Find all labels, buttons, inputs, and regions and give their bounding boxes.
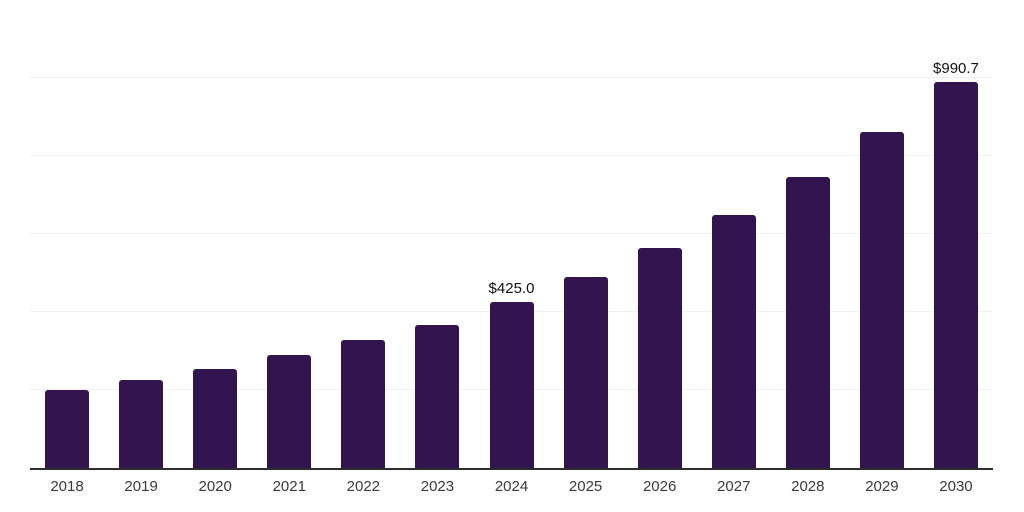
bar-band	[400, 0, 474, 468]
x-tick-label: 2028	[791, 478, 825, 495]
x-tick-label: 2019	[124, 478, 158, 495]
bar-value-label-2030: $990.7	[933, 59, 979, 77]
x-tick-label: 2022	[346, 478, 381, 495]
bar-2026	[637, 248, 682, 468]
bar-band	[623, 0, 697, 468]
bar-2019	[119, 380, 164, 468]
x-tick-label: 2030	[939, 478, 973, 495]
x-tick-label: 2026	[642, 478, 677, 495]
x-tick-label: 2025	[568, 478, 603, 495]
bar-band	[549, 0, 623, 468]
bar-band	[104, 0, 178, 468]
bar-2023	[415, 324, 460, 468]
bar-2030	[933, 81, 978, 468]
x-tick-label: 2021	[272, 478, 306, 495]
gridline	[30, 233, 993, 234]
bar-2020	[193, 368, 238, 468]
bar-2028	[785, 176, 830, 468]
x-axis-labels: 2018 2019 2020 2021 2022 2023 2024 2025 2026 2027…	[30, 478, 993, 496]
bar-band	[326, 0, 400, 468]
x-tick-label: 2027	[717, 478, 751, 495]
bar-2018	[45, 390, 90, 468]
x-tick-label: 2029	[865, 478, 899, 495]
gridline	[30, 155, 993, 156]
bar-2024	[489, 302, 534, 468]
x-tick-label: 2020	[198, 478, 232, 495]
bar-value-label-2024: $425.0	[488, 280, 535, 298]
plot-area: $425.0 $990.7	[30, 0, 993, 470]
bar-2022	[341, 340, 386, 468]
bar-band	[697, 0, 771, 468]
bar-band	[30, 0, 104, 468]
bar-band: $990.7	[919, 0, 993, 468]
bar-2027	[711, 214, 756, 468]
x-tick-label: 2023	[420, 478, 455, 495]
bar-2021	[267, 354, 312, 468]
bar-band	[845, 0, 919, 468]
x-tick-label: 2024	[494, 478, 529, 495]
bar-2025	[563, 277, 608, 468]
bar-band	[178, 0, 252, 468]
bar-band: $425.0	[474, 0, 548, 468]
bar-band	[771, 0, 845, 468]
bar-2029	[859, 132, 904, 468]
bars: $425.0 $990.7	[30, 0, 993, 468]
bar-band	[252, 0, 326, 468]
x-tick-label: 2018	[50, 478, 84, 495]
gridline	[30, 77, 993, 78]
